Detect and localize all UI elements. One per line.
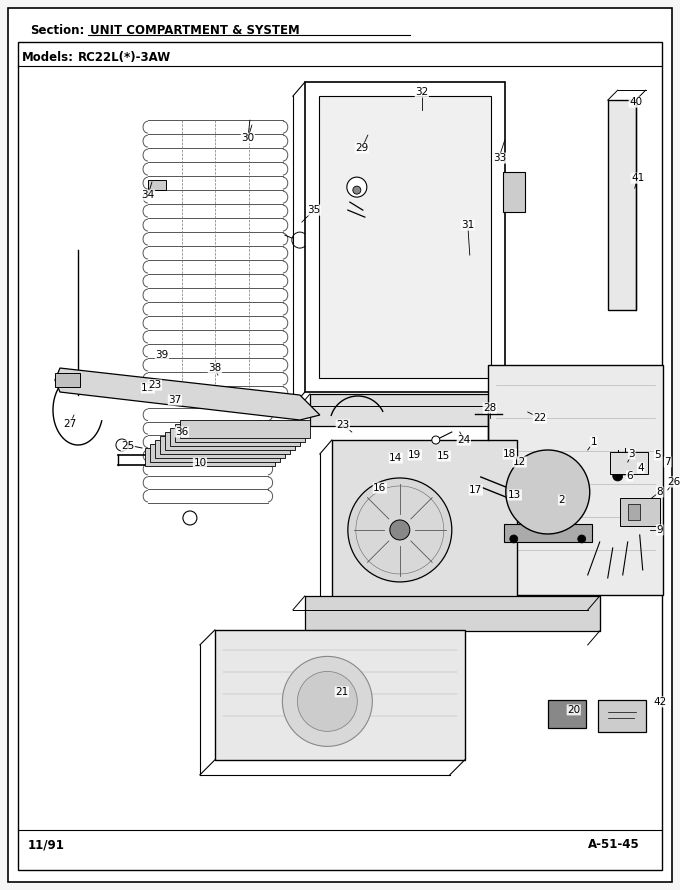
Circle shape bbox=[297, 671, 357, 732]
Text: 18: 18 bbox=[503, 449, 516, 459]
Text: 17: 17 bbox=[469, 485, 482, 495]
Text: 14: 14 bbox=[389, 453, 403, 463]
Bar bbox=[170, 428, 300, 446]
Text: 10: 10 bbox=[193, 458, 207, 468]
Circle shape bbox=[510, 535, 517, 543]
Text: 2: 2 bbox=[558, 495, 565, 505]
Text: A-51-45: A-51-45 bbox=[588, 838, 640, 852]
Text: 23: 23 bbox=[148, 380, 162, 390]
Circle shape bbox=[619, 465, 630, 475]
Circle shape bbox=[506, 450, 590, 534]
Bar bbox=[332, 440, 517, 605]
Bar bbox=[488, 365, 663, 595]
Bar bbox=[175, 424, 305, 442]
Text: 23: 23 bbox=[336, 420, 350, 430]
Text: 32: 32 bbox=[415, 87, 428, 97]
Bar bbox=[503, 172, 525, 212]
Text: 16: 16 bbox=[373, 483, 386, 493]
Bar bbox=[615, 460, 634, 468]
Text: 28: 28 bbox=[483, 403, 496, 413]
Circle shape bbox=[578, 535, 585, 543]
Text: 19: 19 bbox=[408, 450, 422, 460]
Text: 9: 9 bbox=[656, 525, 663, 535]
Bar bbox=[598, 700, 646, 732]
Bar bbox=[145, 448, 275, 466]
Text: 29: 29 bbox=[355, 143, 369, 153]
Text: 36: 36 bbox=[175, 427, 188, 437]
Bar bbox=[608, 101, 636, 310]
Text: 39: 39 bbox=[155, 350, 169, 360]
Bar bbox=[180, 420, 310, 438]
Polygon shape bbox=[55, 368, 320, 420]
Circle shape bbox=[183, 511, 197, 525]
Text: 7: 7 bbox=[664, 457, 671, 467]
Text: 25: 25 bbox=[121, 441, 135, 451]
Text: Models:: Models: bbox=[22, 51, 74, 64]
Bar bbox=[504, 524, 592, 542]
Circle shape bbox=[348, 478, 452, 582]
Text: 31: 31 bbox=[461, 220, 475, 231]
Text: Section:: Section: bbox=[30, 24, 84, 36]
Circle shape bbox=[292, 232, 308, 248]
Bar bbox=[548, 700, 585, 728]
Text: 30: 30 bbox=[241, 134, 254, 143]
Circle shape bbox=[347, 177, 367, 197]
Text: 24: 24 bbox=[457, 435, 471, 445]
Text: 41: 41 bbox=[631, 174, 645, 183]
Bar bbox=[148, 180, 166, 190]
Bar bbox=[165, 432, 295, 450]
Text: 40: 40 bbox=[629, 97, 643, 107]
Bar bbox=[619, 498, 660, 526]
Bar bbox=[319, 96, 491, 378]
Text: 34: 34 bbox=[141, 190, 154, 200]
Circle shape bbox=[613, 471, 623, 481]
Text: 20: 20 bbox=[567, 705, 580, 715]
Text: 6: 6 bbox=[626, 471, 633, 481]
Text: 4: 4 bbox=[637, 463, 644, 473]
Bar bbox=[310, 394, 500, 426]
Bar bbox=[150, 444, 280, 462]
Bar bbox=[305, 596, 600, 631]
Text: 22: 22 bbox=[533, 413, 547, 423]
Text: 11/91: 11/91 bbox=[28, 838, 65, 852]
Text: 11: 11 bbox=[141, 383, 154, 393]
Bar bbox=[337, 605, 512, 627]
Text: 37: 37 bbox=[168, 395, 182, 405]
Bar bbox=[305, 82, 505, 392]
Bar bbox=[610, 452, 648, 474]
Text: 1: 1 bbox=[590, 437, 597, 447]
Text: 15: 15 bbox=[437, 451, 450, 461]
Circle shape bbox=[116, 439, 128, 451]
Text: 21: 21 bbox=[335, 687, 348, 697]
Text: 8: 8 bbox=[656, 487, 663, 497]
Text: 35: 35 bbox=[307, 205, 320, 215]
Text: 38: 38 bbox=[208, 363, 222, 373]
Text: 12: 12 bbox=[513, 457, 526, 467]
Text: RC22L(*)-3AW: RC22L(*)-3AW bbox=[78, 51, 171, 64]
Circle shape bbox=[282, 657, 373, 747]
Bar bbox=[160, 436, 290, 454]
Text: 13: 13 bbox=[508, 490, 522, 500]
Bar bbox=[215, 630, 465, 760]
Circle shape bbox=[353, 186, 361, 194]
Circle shape bbox=[390, 520, 410, 540]
Text: 33: 33 bbox=[493, 153, 507, 163]
Bar bbox=[628, 504, 640, 520]
Text: 5: 5 bbox=[654, 450, 661, 460]
Text: 27: 27 bbox=[63, 419, 77, 429]
Circle shape bbox=[432, 436, 440, 444]
Bar bbox=[55, 373, 80, 387]
Text: UNIT COMPARTMENT & SYSTEM: UNIT COMPARTMENT & SYSTEM bbox=[90, 24, 300, 36]
Text: 3: 3 bbox=[628, 449, 635, 459]
Bar bbox=[155, 440, 285, 458]
Text: 42: 42 bbox=[653, 697, 666, 707]
Text: 26: 26 bbox=[667, 477, 680, 487]
